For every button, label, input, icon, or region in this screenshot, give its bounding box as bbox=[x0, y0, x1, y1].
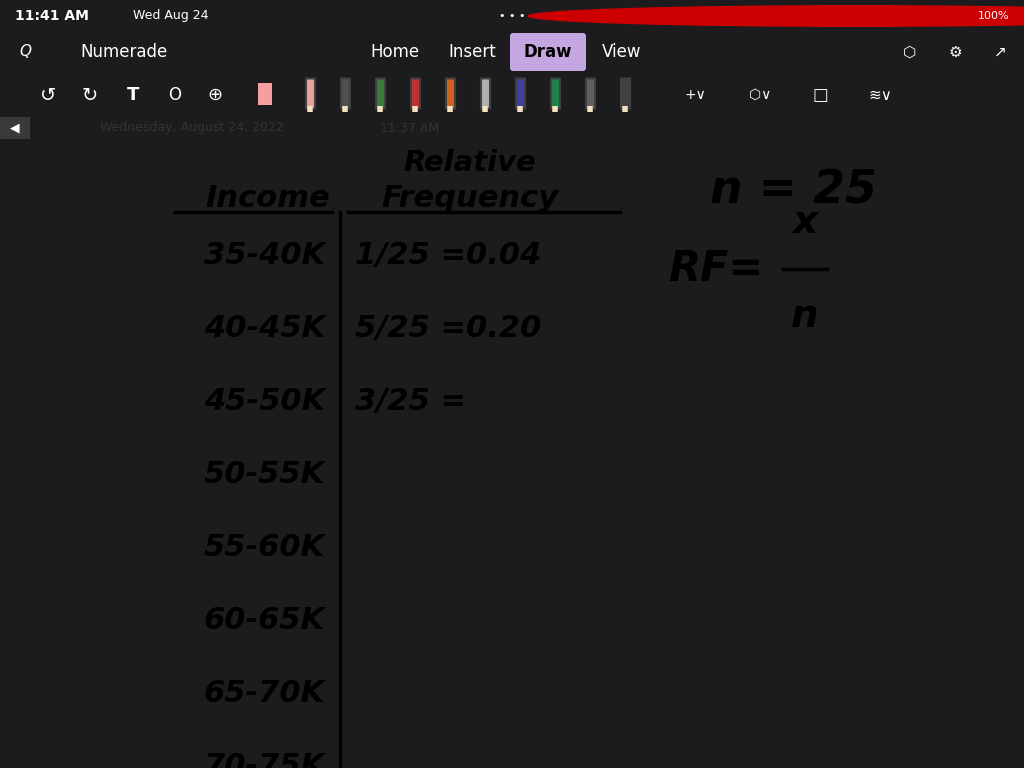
Text: ≋∨: ≋∨ bbox=[868, 88, 892, 102]
Text: 65-70K: 65-70K bbox=[204, 680, 325, 708]
Text: ↺: ↺ bbox=[40, 85, 56, 104]
Text: 5/25 =0.20: 5/25 =0.20 bbox=[355, 314, 542, 343]
Text: Home: Home bbox=[371, 43, 420, 61]
Text: n: n bbox=[792, 297, 819, 335]
Text: x: x bbox=[793, 203, 817, 241]
Text: Numerade: Numerade bbox=[80, 43, 167, 61]
Text: 11:41 AM: 11:41 AM bbox=[15, 9, 89, 23]
Text: ⬡: ⬡ bbox=[903, 45, 916, 59]
Text: 100%: 100% bbox=[978, 11, 1010, 21]
Text: ⬡∨: ⬡∨ bbox=[749, 88, 771, 102]
Text: 60-65K: 60-65K bbox=[204, 606, 325, 635]
Text: 40-45K: 40-45K bbox=[204, 314, 325, 343]
Text: O: O bbox=[169, 86, 181, 104]
FancyBboxPatch shape bbox=[510, 33, 586, 71]
Text: Draw: Draw bbox=[523, 43, 572, 61]
Text: Income: Income bbox=[206, 184, 330, 213]
Text: ⚙: ⚙ bbox=[948, 45, 962, 59]
Text: 1/25 =0.04: 1/25 =0.04 bbox=[355, 241, 542, 270]
Text: Wed Aug 24: Wed Aug 24 bbox=[133, 9, 209, 22]
Text: Wednesday, August 24, 2022: Wednesday, August 24, 2022 bbox=[100, 121, 284, 134]
Bar bbox=[258, 83, 272, 105]
Text: • • •: • • • bbox=[499, 11, 525, 21]
Text: ↗: ↗ bbox=[993, 45, 1007, 59]
Text: 35-40K: 35-40K bbox=[204, 241, 325, 270]
Text: Frequency: Frequency bbox=[381, 184, 558, 213]
FancyBboxPatch shape bbox=[0, 117, 30, 139]
Text: Relative: Relative bbox=[403, 149, 537, 177]
Text: Q: Q bbox=[19, 45, 31, 59]
Text: RF=: RF= bbox=[668, 248, 763, 290]
Text: View: View bbox=[602, 43, 642, 61]
Text: T: T bbox=[127, 86, 139, 104]
Text: 55-60K: 55-60K bbox=[204, 533, 325, 562]
Text: 70-75K: 70-75K bbox=[204, 753, 325, 768]
Text: 45-50K: 45-50K bbox=[204, 387, 325, 416]
Text: 50-55K: 50-55K bbox=[204, 460, 325, 489]
Text: n = 25: n = 25 bbox=[710, 169, 877, 214]
Text: Insert: Insert bbox=[449, 43, 496, 61]
Text: □: □ bbox=[812, 86, 827, 104]
Text: +∨: +∨ bbox=[684, 88, 706, 102]
Text: 3/25 =: 3/25 = bbox=[355, 387, 466, 416]
Circle shape bbox=[528, 6, 1024, 26]
Text: ⊕: ⊕ bbox=[208, 86, 222, 104]
Text: ◀: ◀ bbox=[10, 121, 19, 134]
Text: 11:37 AM: 11:37 AM bbox=[380, 121, 439, 134]
Text: ↻: ↻ bbox=[82, 85, 98, 104]
